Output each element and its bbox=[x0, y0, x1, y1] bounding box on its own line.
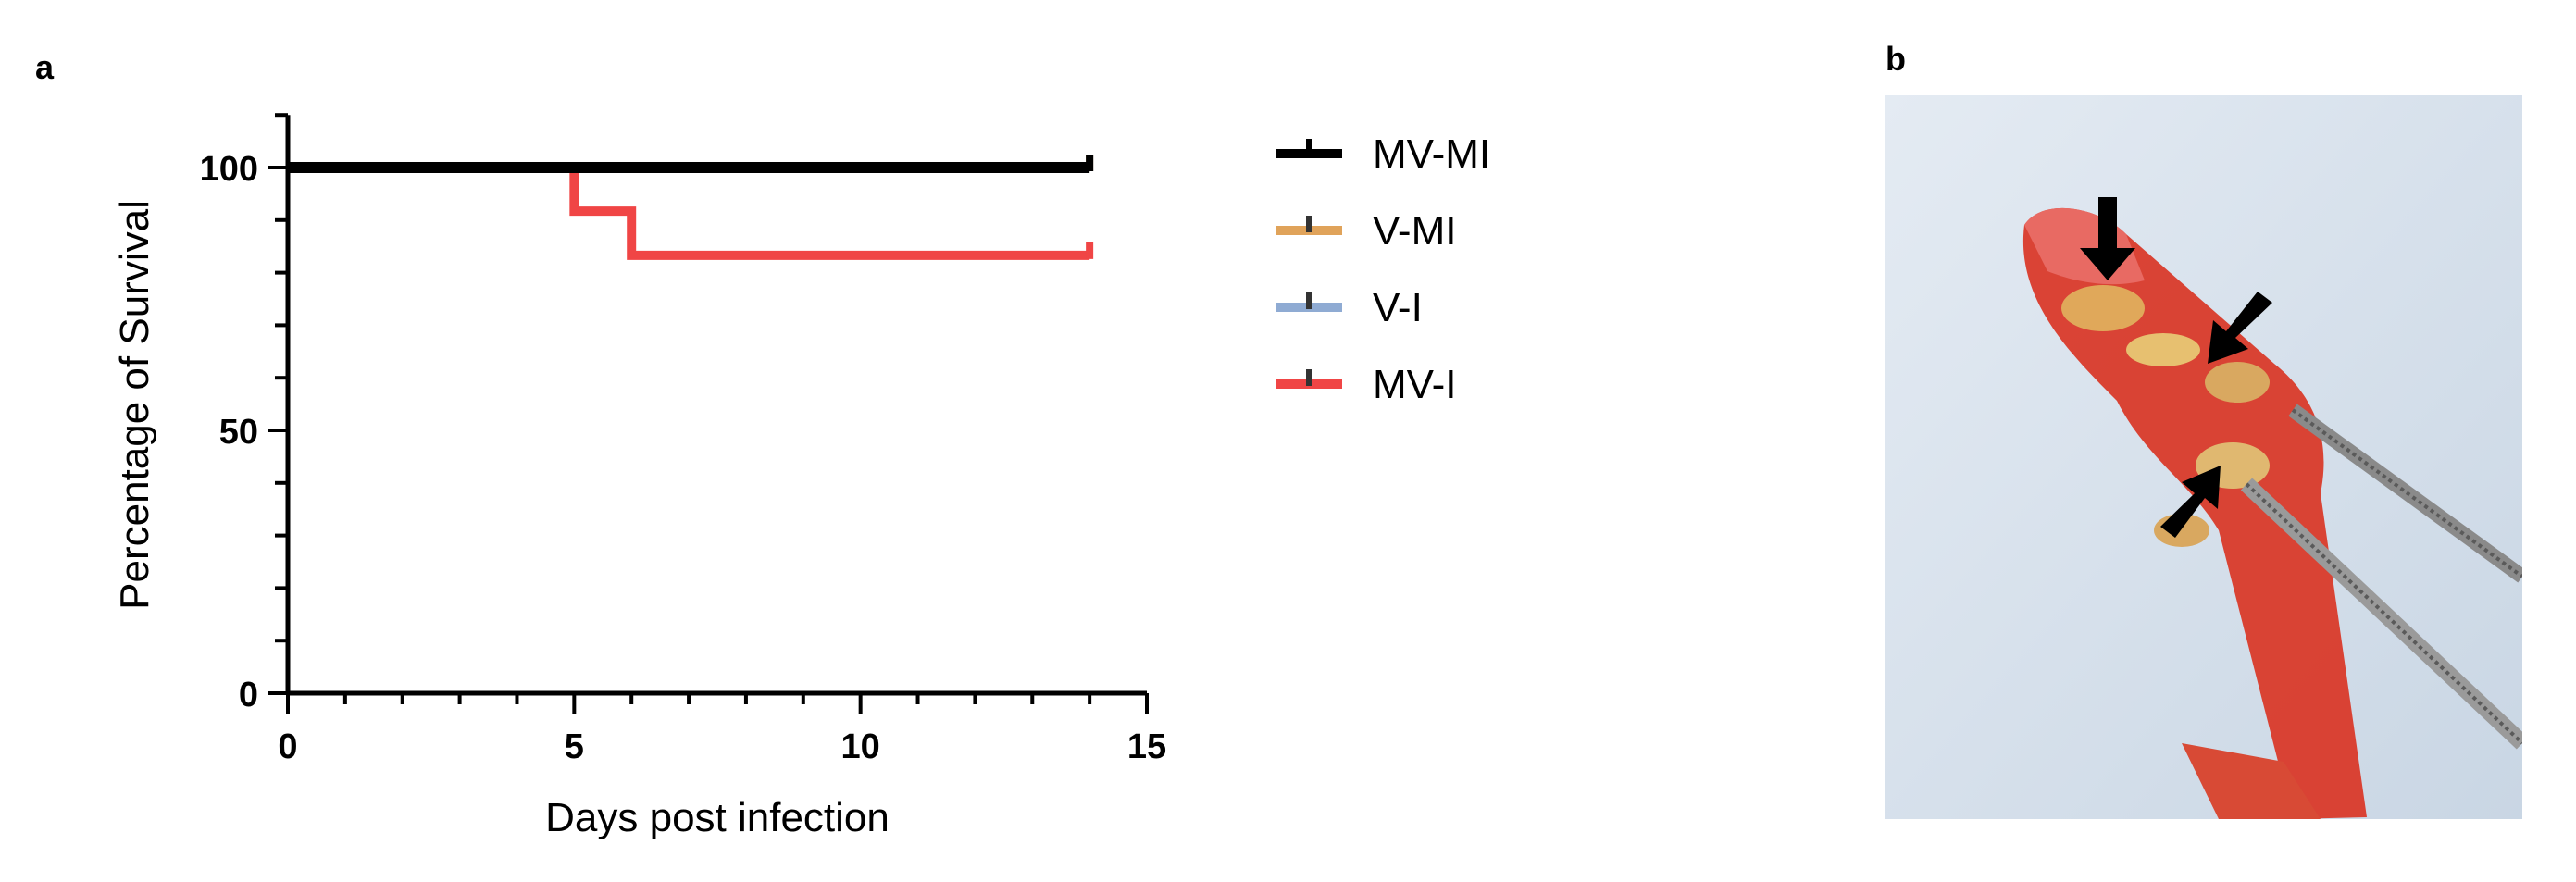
legend-label: V-I bbox=[1373, 285, 1423, 330]
x-axis-label: Days post infection bbox=[545, 795, 890, 840]
arrows bbox=[2080, 197, 2272, 538]
tissue-tail bbox=[2182, 743, 2321, 819]
tick-labels: 0 50 100 0 5 10 15 bbox=[200, 150, 1167, 766]
y-axis-label: Percentage of Survival bbox=[112, 200, 157, 610]
tissue bbox=[2022, 207, 2367, 819]
axes-layer bbox=[268, 113, 1149, 714]
legend-item: V-I bbox=[1276, 285, 1423, 330]
legend-item: MV-I bbox=[1276, 362, 1456, 407]
x-tick-label: 10 bbox=[841, 727, 880, 766]
arrow-3 bbox=[2160, 466, 2221, 538]
panel-label-a: a bbox=[35, 48, 55, 86]
legend-item: V-MI bbox=[1276, 208, 1456, 254]
y-tick-label: 100 bbox=[200, 150, 258, 189]
dissection-photo bbox=[1885, 95, 2522, 819]
y-tick-label: 50 bbox=[219, 413, 258, 452]
legend-label: MV-I bbox=[1373, 362, 1456, 407]
legend-item: MV-MI bbox=[1276, 131, 1490, 177]
arrow-1 bbox=[2080, 197, 2135, 280]
panel-label-b: b bbox=[1885, 40, 1906, 78]
x-tick-label: 5 bbox=[565, 727, 584, 766]
legend-label: V-MI bbox=[1373, 208, 1456, 254]
series-line-mv-i bbox=[288, 163, 1090, 260]
arrow-2 bbox=[2208, 292, 2272, 364]
series-layer bbox=[288, 155, 1094, 260]
legend-label: MV-MI bbox=[1373, 131, 1490, 177]
legend: MV-MI V-MI V-I MV-I bbox=[1276, 131, 1490, 407]
x-tick-label: 0 bbox=[278, 727, 297, 766]
survival-chart: 0 50 100 0 5 10 15 Days post infection Percent… bbox=[112, 113, 1490, 840]
y-tick-label: 0 bbox=[239, 676, 258, 714]
x-tick-label: 15 bbox=[1127, 727, 1166, 766]
forceps bbox=[2240, 404, 2522, 750]
